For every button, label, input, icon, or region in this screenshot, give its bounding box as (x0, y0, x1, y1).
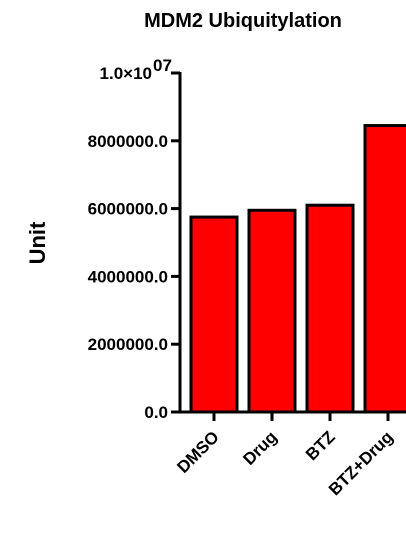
bars (189, 124, 406, 414)
y-tick-label: 8000000.0 (88, 132, 168, 151)
y-tick-label: 2000000.0 (88, 335, 168, 354)
y-tick-label: 4000000.0 (88, 267, 168, 286)
y-tick-label: 6000000.0 (88, 200, 168, 219)
y-ticks: 0.0 2000000.0 4000000.0 6000000.0 8000000.0 0… (88, 56, 180, 422)
chart-title: MDM2 Ubiquitylation (144, 10, 342, 32)
y-tick-label: 1.0×10 (100, 64, 152, 83)
bar-drug (247, 208, 297, 414)
x-tick-label: Drug (239, 427, 280, 468)
x-tick-label: DMSO (173, 427, 222, 476)
bar-btz-drug (363, 124, 406, 414)
bar-dmso (189, 215, 239, 414)
x-tick-label: BTZ (302, 427, 339, 464)
bar-btz (305, 203, 355, 414)
y-tick-label: 0.0 (144, 403, 168, 422)
y-tick-exponent: 07 (153, 56, 172, 75)
y-axis-label: Unit (25, 221, 50, 264)
